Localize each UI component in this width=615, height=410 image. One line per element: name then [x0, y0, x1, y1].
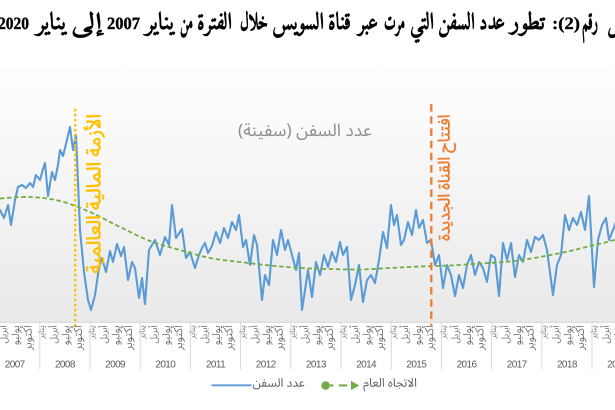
svg-text:2018: 2018 [557, 360, 578, 371]
svg-text:2010: 2010 [155, 360, 176, 371]
svg-text:2009: 2009 [105, 360, 126, 371]
svg-text:2013: 2013 [306, 360, 327, 371]
svg-text:2007: 2007 [5, 360, 26, 371]
svg-text:2019: 2019 [607, 360, 615, 371]
svg-text:2011: 2011 [206, 360, 226, 371]
svg-text:2016: 2016 [457, 360, 478, 371]
svg-text:2017: 2017 [507, 360, 528, 371]
svg-text:2008: 2008 [55, 360, 76, 371]
svg-text:2012: 2012 [256, 360, 277, 371]
svg-text:2015: 2015 [406, 360, 427, 371]
svg-text:2014: 2014 [356, 360, 377, 371]
